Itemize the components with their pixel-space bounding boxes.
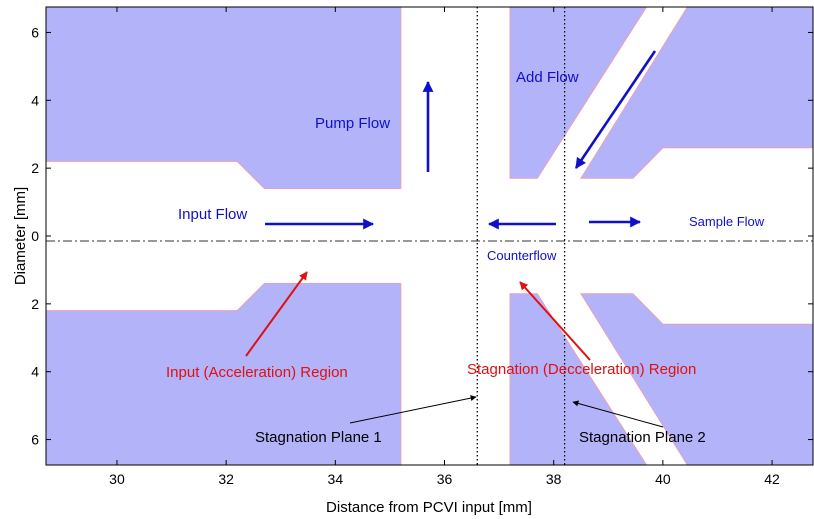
add-flow-label: Add Flow [516,69,579,86]
channel-walls [45,6,814,466]
x-tick-label: 36 [437,471,453,487]
y-tick-label: 4 [31,364,39,380]
x-tick-label: 34 [328,471,344,487]
wall-upper-left [45,6,402,189]
sample-flow-label: Sample Flow [689,214,765,229]
pump-flow-label: Pump Flow [315,115,390,132]
y-tick-label: 6 [31,432,39,448]
x-tick-label: 38 [546,471,562,487]
x-tick-label: 42 [764,471,780,487]
input-region-arrow [245,271,308,357]
plane-pointer-arrows [349,395,664,428]
y-tick-label: 0 [31,228,39,244]
stagnation-plane-1-label: Stagnation Plane 1 [255,429,382,446]
stagnation-plane-1-arrow [349,395,477,424]
x-tick-label: 40 [655,471,671,487]
input-region-label: Input (Acceleration) Region [166,364,348,381]
y-tick-label: 2 [31,296,39,312]
y-tick-label: 4 [31,92,39,108]
x-tick-label: 32 [218,471,234,487]
y-tick-label: 2 [31,160,39,176]
input-flow-label: Input Flow [178,206,247,223]
stagnation-region-label: Stagnation (Decceleration) Region [467,361,696,378]
region-arrows [245,271,591,361]
stagnation-plane-lines [476,7,566,465]
x-axis-title: Distance from PCVI input [mm] [326,499,532,516]
x-axis-ticks: 30 32 34 36 38 40 42 [109,7,780,487]
flow-arrows [265,50,657,230]
y-axis-title: Diameter [mm] [12,187,29,285]
x-tick-label: 30 [109,471,125,487]
y-tick-label: 6 [31,24,39,40]
y-axis-ticks: 6 4 2 0 2 4 6 [31,24,813,448]
stagnation-plane-2-arrow [572,400,664,428]
counterflow-label: Counterflow [487,248,557,263]
stagnation-region-arrow [519,281,591,361]
add-flow-arrow [574,50,657,169]
stagnation-plane-2-label: Stagnation Plane 2 [579,429,706,446]
